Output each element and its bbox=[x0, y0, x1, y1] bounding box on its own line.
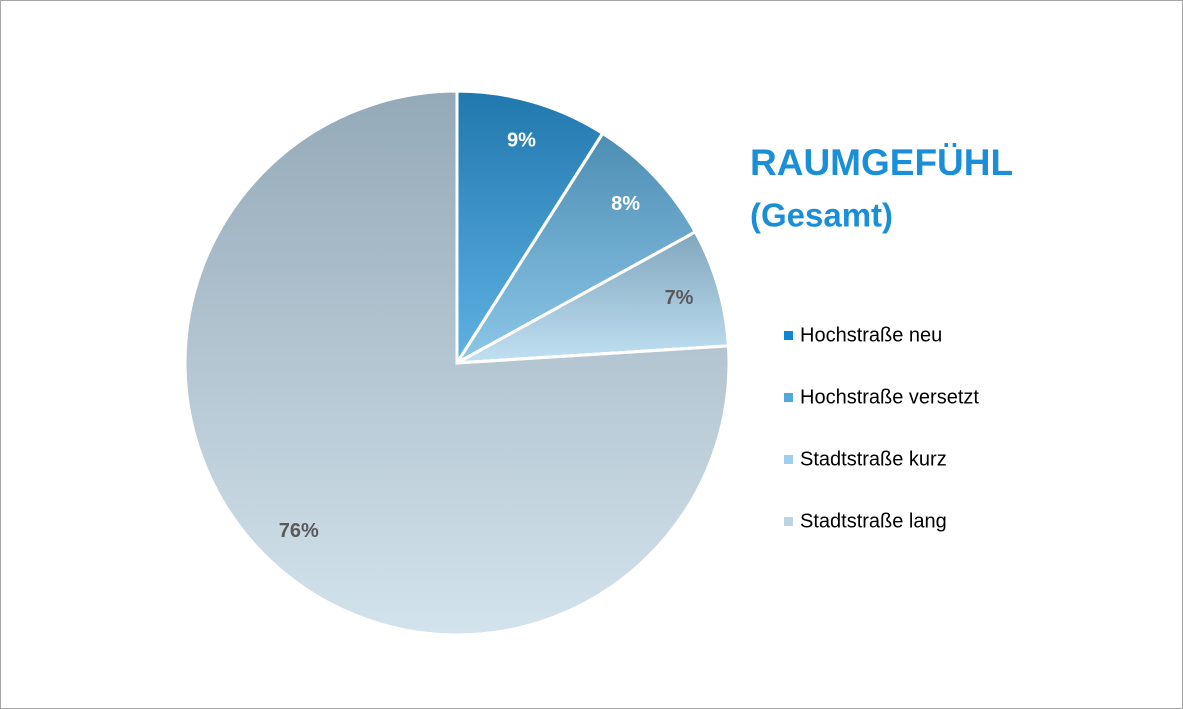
data-label: 76% bbox=[279, 520, 319, 542]
data-label: 9% bbox=[507, 129, 536, 151]
legend-label: Hochstraße neu bbox=[800, 324, 942, 346]
data-label: 8% bbox=[611, 193, 640, 215]
legend-label: Stadtstraße lang bbox=[800, 510, 947, 532]
legend-swatch bbox=[784, 393, 793, 402]
legend-swatch bbox=[784, 331, 793, 340]
slice-shade bbox=[456, 229, 731, 365]
chart-title: RAUMGEFÜHL bbox=[750, 142, 1013, 183]
legend-label: Hochstraße versetzt bbox=[800, 386, 979, 408]
data-label: 7% bbox=[665, 287, 694, 309]
slice-shade bbox=[455, 131, 698, 365]
chart-subtitle: (Gesamt) bbox=[750, 197, 893, 234]
slice-shade bbox=[455, 89, 605, 369]
legend-swatch bbox=[784, 517, 793, 526]
slice-shade bbox=[183, 89, 731, 637]
legend-label: Stadtstraße kurz bbox=[800, 448, 947, 470]
legend-swatch bbox=[784, 455, 793, 464]
